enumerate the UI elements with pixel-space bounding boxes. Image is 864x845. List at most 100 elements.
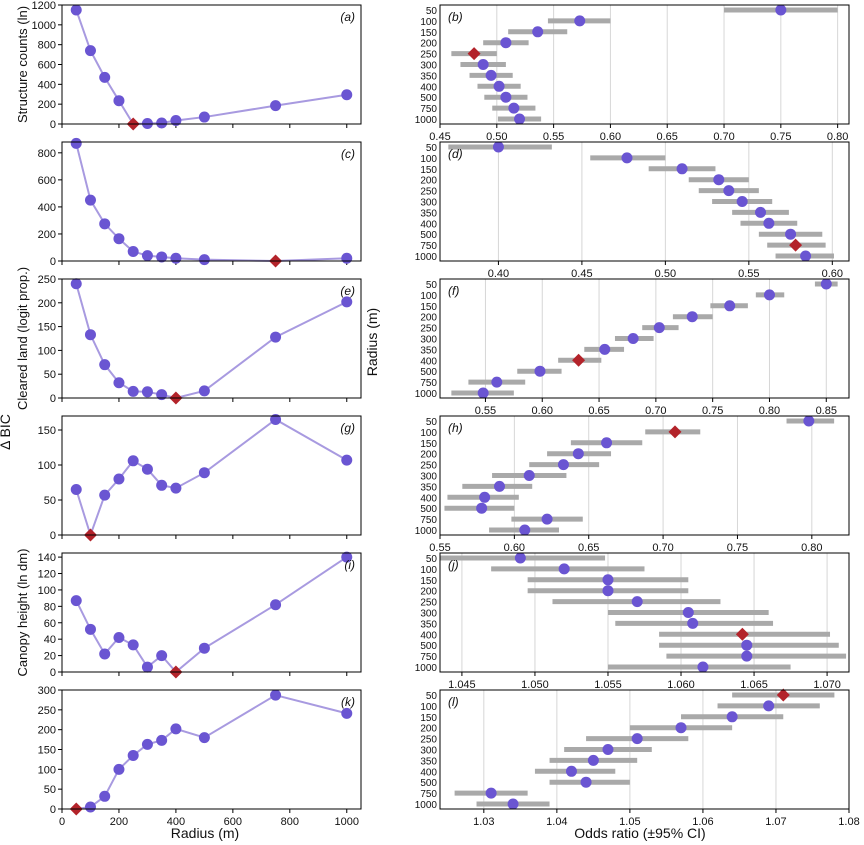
odds-ratio-point xyxy=(631,596,643,608)
odds-ratio-point xyxy=(493,480,505,492)
odds-ratio-point xyxy=(755,206,767,218)
x-tick-label: 0.70 xyxy=(645,405,666,417)
panel-c: 0 200 400 600 800 (c) xyxy=(38,137,362,268)
radius-label: 50 xyxy=(426,554,438,565)
y-tick-label: 100 xyxy=(38,764,56,776)
radius-label: 400 xyxy=(420,493,437,504)
x-tick-label: 800 xyxy=(281,816,299,828)
odds-ratio-point xyxy=(479,491,491,503)
panel-letter: (k) xyxy=(341,695,355,709)
odds-ratio-point xyxy=(514,552,526,564)
data-point xyxy=(99,71,111,83)
radius-label: 500 xyxy=(420,504,437,515)
data-point xyxy=(156,734,168,746)
radius-label: 750 xyxy=(420,652,437,663)
odds-ratio-point xyxy=(500,37,512,49)
x-tick-label: 0.45 xyxy=(571,268,592,280)
y-tick-label: 200 xyxy=(38,229,56,241)
best-model-marker xyxy=(735,627,749,641)
radius-label: 250 xyxy=(420,461,437,472)
y-tick-label: 150 xyxy=(38,322,56,334)
x-tick-label: 1.06 xyxy=(692,816,713,828)
data-point xyxy=(341,296,353,308)
data-point xyxy=(99,648,111,660)
odds-ratio-point xyxy=(557,459,569,471)
radius-label: 50 xyxy=(426,280,438,291)
y-axis-label: Canopy height (ln dm) xyxy=(15,549,30,677)
odds-ratio-point xyxy=(820,278,832,290)
odds-ratio-point xyxy=(580,776,592,788)
x-tick-label: 1.05 xyxy=(619,816,640,828)
data-point xyxy=(270,414,282,425)
x-tick-label: 0.85 xyxy=(816,405,837,417)
data-point xyxy=(127,385,139,397)
data-point xyxy=(141,463,153,475)
odds-ratio-point xyxy=(763,289,775,301)
y-tick-label: 0 xyxy=(50,256,56,268)
data-point xyxy=(99,790,111,802)
radius-label: 300 xyxy=(420,335,437,346)
series-line xyxy=(76,694,348,810)
y-tick-label: 100 xyxy=(38,460,56,472)
radius-label: 150 xyxy=(420,439,437,450)
x-tick-label: 0.80 xyxy=(801,542,822,554)
data-point xyxy=(127,749,139,761)
x-tick-label: 0.45 xyxy=(429,131,450,143)
panel-letter: (g) xyxy=(340,421,355,435)
odds-ratio-point xyxy=(587,754,599,766)
odds-ratio-point xyxy=(723,185,735,197)
data-point xyxy=(141,738,153,750)
panel-d: 0.40 0.45 0.50 0.55 0.60 50100150200250300350… xyxy=(415,141,850,280)
odds-ratio-point xyxy=(558,563,570,575)
x-tick-label: 0.60 xyxy=(504,542,525,554)
odds-ratio-point xyxy=(675,722,687,734)
radius-label: 1000 xyxy=(415,526,438,537)
radius-label: 300 xyxy=(420,61,437,72)
odds-ratio-point xyxy=(763,217,775,229)
panel-letter: (i) xyxy=(344,558,355,572)
series-line xyxy=(75,556,348,674)
odds-ratio-point xyxy=(602,574,614,586)
panel-b: 0.45 0.50 0.55 0.60 0.65 0.70 0.75 0.80 50100150… xyxy=(415,4,850,143)
best-model-marker xyxy=(789,238,803,252)
x-tick-label: 0.75 xyxy=(702,405,723,417)
radius-label: 350 xyxy=(420,208,437,219)
plot-frame xyxy=(61,415,362,536)
y-tick-label: 20 xyxy=(44,651,56,663)
odds-ratio-point xyxy=(519,524,531,536)
right-super-y-label: Radius (m) xyxy=(364,308,380,376)
y-tick-label: 400 xyxy=(38,202,56,214)
odds-ratio-point xyxy=(724,300,736,312)
odds-ratio-point xyxy=(775,4,787,16)
radius-label: 750 xyxy=(420,515,437,526)
y-tick-label: 300 xyxy=(38,685,56,697)
data-point xyxy=(127,246,139,258)
radius-label: 400 xyxy=(420,356,437,367)
odds-ratio-point xyxy=(676,163,688,175)
x-tick-label: 0 xyxy=(59,816,65,828)
odds-ratio-point xyxy=(601,437,613,449)
x-tick-label: 1.07 xyxy=(765,816,786,828)
radius-label: 500 xyxy=(420,778,437,789)
odds-ratio-point xyxy=(682,607,694,618)
radius-label: 200 xyxy=(420,724,437,735)
radius-label: 350 xyxy=(420,482,437,493)
x-tick-label: 1.04 xyxy=(546,816,567,828)
y-tick-label: 0 xyxy=(50,667,56,679)
radius-label: 750 xyxy=(420,789,437,800)
data-point xyxy=(70,4,82,16)
panel-j: 1.045 1.050 1.055 1.060 1.065 1.070 5010015020… xyxy=(415,552,850,691)
y-tick-label: 140 xyxy=(38,552,56,564)
x-tick-label: 600 xyxy=(224,816,242,828)
radius-label: 400 xyxy=(420,82,437,93)
odds-ratio-point xyxy=(493,80,505,92)
y-tick-label: 250 xyxy=(38,274,56,286)
data-point xyxy=(127,639,139,651)
radius-label: 200 xyxy=(420,39,437,50)
data-point xyxy=(127,455,139,467)
odds-ratio-point xyxy=(491,376,503,388)
x-tick-label: 0.55 xyxy=(475,405,496,417)
x-tick-label: 0.60 xyxy=(600,131,621,143)
data-point xyxy=(70,484,82,495)
data-point xyxy=(198,254,210,266)
